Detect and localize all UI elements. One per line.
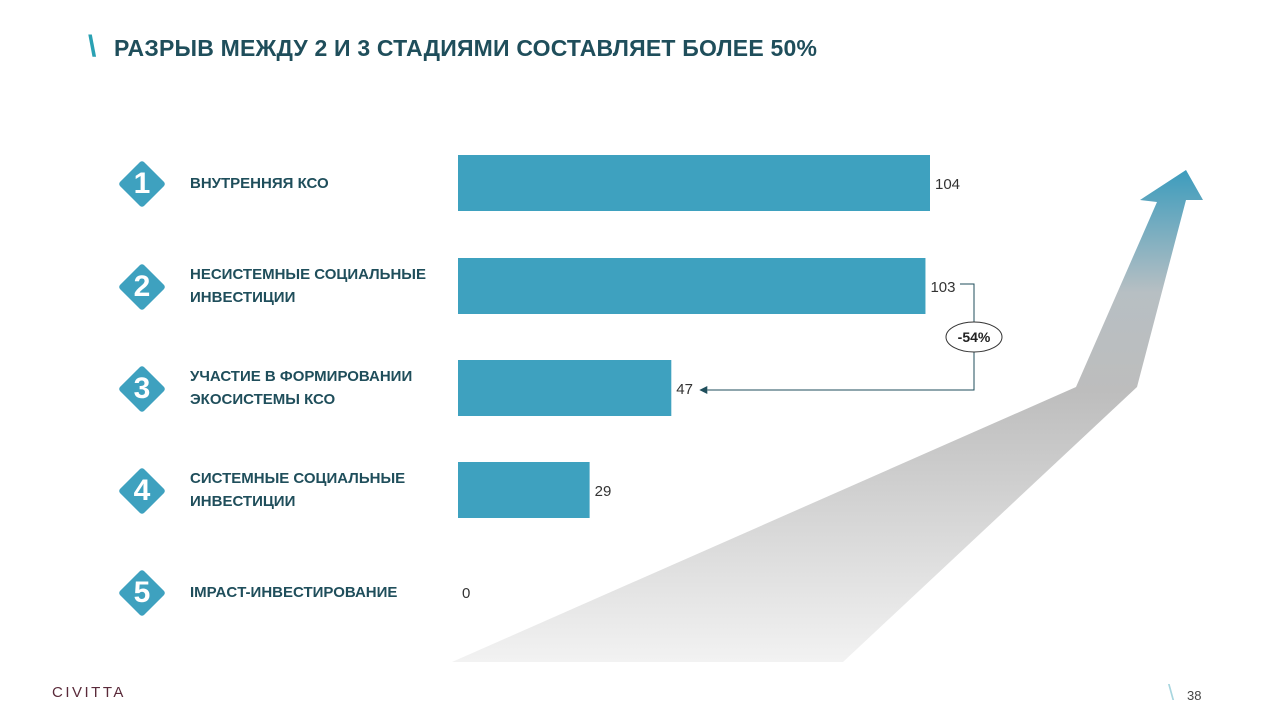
annotation-label: -54% xyxy=(958,329,991,345)
stage-row: 5 IMPACT-ИНВЕСТИРОВАНИЕ xyxy=(112,562,472,622)
stage-number: 1 xyxy=(133,167,151,200)
bar xyxy=(458,258,926,314)
footer-slash-icon: \ xyxy=(1168,680,1175,705)
data-label: 104 xyxy=(935,176,960,193)
data-label: 47 xyxy=(676,381,693,398)
stage-number: 5 xyxy=(133,576,151,609)
stage-label: УЧАСТИЕ В ФОРМИРОВАНИИ ЭКОСИСТЕМЫ КСО xyxy=(190,368,413,408)
data-label: 0 xyxy=(462,585,470,602)
data-label: 103 xyxy=(930,279,955,296)
stage-row: 2 НЕСИСТЕМНЫЕ СОЦИАЛЬНЫЕ ИНВЕСТИЦИИ xyxy=(112,256,472,316)
annotation-arrowhead xyxy=(699,386,708,394)
bar xyxy=(458,462,590,518)
stage-row: 4 СИСТЕМНЫЕ СОЦИАЛЬНЫЕ ИНВЕСТИЦИИ xyxy=(112,460,472,520)
stage-label: IMPACT-ИНВЕСТИРОВАНИЕ xyxy=(190,583,398,601)
stage-label: НЕСИСТЕМНЫЕ СОЦИАЛЬНЫЕ ИНВЕСТИЦИИ xyxy=(190,266,426,306)
stage-row: 3 УЧАСТИЕ В ФОРМИРОВАНИИ ЭКОСИСТЕМЫ КСО xyxy=(112,358,472,418)
stage-number-badge: 1 xyxy=(117,159,167,209)
stage-number-badge: 3 xyxy=(117,364,167,414)
bar xyxy=(458,155,930,211)
stage-number-badge: 2 xyxy=(117,262,167,312)
stage-number: 4 xyxy=(133,474,151,507)
annotation-badge xyxy=(945,321,1003,353)
stage-label: СИСТЕМНЫЕ СОЦИАЛЬНЫЕ ИНВЕСТИЦИИ xyxy=(190,470,406,510)
civitta-logo: CIVITTA xyxy=(52,684,126,701)
data-label: 29 xyxy=(595,483,612,500)
stage-label: ВНУТРЕННЯЯ КСО xyxy=(190,174,329,192)
arrow-shape xyxy=(452,170,1203,662)
stage-row: 1 ВНУТРЕННЯЯ КСО xyxy=(112,153,472,213)
bar xyxy=(458,360,672,416)
stage-number-badge: 5 xyxy=(117,568,167,618)
title-slash-icon: \ xyxy=(88,30,97,63)
stage-number: 2 xyxy=(133,270,151,303)
page-title: РАЗРЫВ МЕЖДУ 2 И 3 СТАДИЯМИ СОСТАВЛЯЕТ Б… xyxy=(114,35,818,61)
stage-number: 3 xyxy=(133,372,151,405)
page-number: 38 xyxy=(1187,688,1202,703)
stage-number-badge: 4 xyxy=(117,466,167,516)
